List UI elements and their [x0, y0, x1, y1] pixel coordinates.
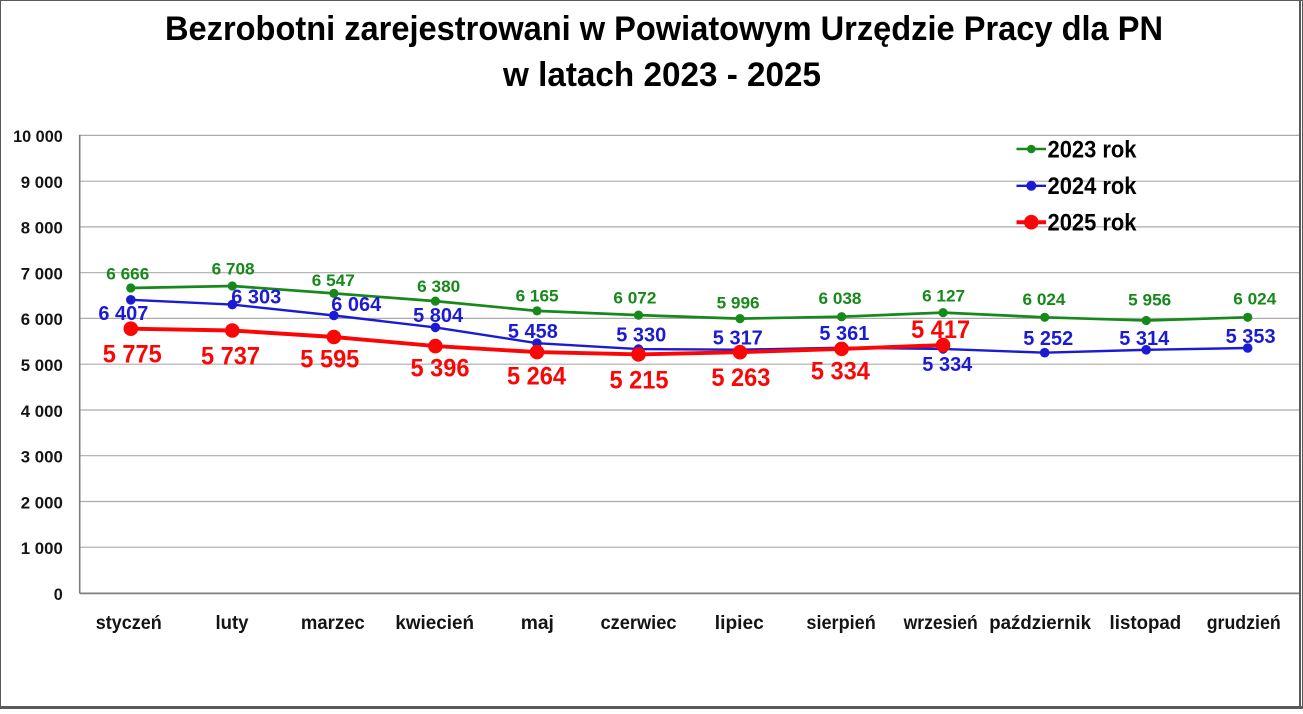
- svg-text:5 775: 5 775: [103, 340, 162, 368]
- svg-text:6 380: 6 380: [417, 278, 460, 296]
- svg-text:6 407: 6 407: [98, 303, 148, 325]
- svg-text:5 956: 5 956: [1128, 292, 1171, 310]
- svg-text:1 000: 1 000: [21, 540, 63, 558]
- svg-text:5 417: 5 417: [911, 316, 970, 344]
- svg-text:5 396: 5 396: [411, 355, 470, 383]
- svg-text:9 000: 9 000: [21, 174, 63, 192]
- svg-text:6 165: 6 165: [516, 287, 559, 305]
- svg-text:5 996: 5 996: [717, 295, 760, 313]
- svg-text:5 353: 5 353: [1226, 326, 1276, 348]
- svg-text:sierpień: sierpień: [806, 612, 875, 634]
- svg-text:5 334: 5 334: [922, 354, 973, 376]
- svg-text:2023 rok: 2023 rok: [1048, 136, 1138, 163]
- svg-text:Bezrobotni zarejestrowani w Po: Bezrobotni zarejestrowani w Powiatowym U…: [165, 10, 1163, 48]
- svg-text:6 024: 6 024: [1023, 291, 1066, 309]
- svg-text:2024 rok: 2024 rok: [1048, 173, 1138, 200]
- svg-text:listopad: listopad: [1110, 612, 1182, 634]
- svg-text:5 595: 5 595: [300, 346, 359, 374]
- svg-text:2 000: 2 000: [21, 494, 63, 512]
- svg-text:6 708: 6 708: [212, 260, 255, 278]
- svg-text:6 303: 6 303: [231, 287, 281, 309]
- svg-text:2025 rok: 2025 rok: [1048, 210, 1138, 237]
- svg-text:5 804: 5 804: [413, 305, 464, 327]
- svg-text:6 547: 6 547: [312, 272, 355, 290]
- svg-text:10 000: 10 000: [13, 128, 63, 146]
- svg-text:6 666: 6 666: [106, 265, 149, 283]
- svg-text:w latach 2023 - 2025: w latach 2023 - 2025: [502, 56, 821, 94]
- svg-text:5 264: 5 264: [507, 362, 566, 390]
- svg-text:luty: luty: [216, 612, 249, 634]
- svg-text:6 064: 6 064: [331, 294, 382, 316]
- svg-text:4 000: 4 000: [21, 403, 63, 421]
- svg-text:7 000: 7 000: [21, 266, 63, 284]
- svg-text:3 000: 3 000: [21, 449, 63, 467]
- svg-text:5 317: 5 317: [713, 328, 763, 350]
- svg-text:5 334: 5 334: [811, 357, 870, 385]
- svg-text:8 000: 8 000: [21, 220, 63, 238]
- svg-text:6 038: 6 038: [819, 290, 862, 308]
- svg-text:6 127: 6 127: [922, 287, 965, 305]
- svg-text:5 314: 5 314: [1119, 328, 1170, 350]
- svg-text:styczeń: styczeń: [96, 612, 162, 634]
- svg-text:5 215: 5 215: [610, 367, 669, 395]
- svg-text:grudzień: grudzień: [1207, 612, 1281, 634]
- svg-text:6 024: 6 024: [1233, 290, 1276, 308]
- svg-text:czerwiec: czerwiec: [601, 612, 677, 634]
- svg-text:maj: maj: [521, 612, 554, 634]
- svg-text:5 361: 5 361: [819, 323, 869, 345]
- svg-text:5 737: 5 737: [201, 343, 260, 371]
- svg-text:6 072: 6 072: [613, 290, 656, 308]
- svg-text:5 263: 5 263: [711, 364, 770, 392]
- svg-text:5 000: 5 000: [21, 357, 63, 375]
- svg-text:wrzesień: wrzesień: [903, 612, 978, 634]
- svg-text:5 330: 5 330: [616, 324, 666, 346]
- svg-text:lipiec: lipiec: [715, 612, 764, 634]
- svg-text:5 252: 5 252: [1023, 328, 1073, 350]
- svg-text:5 458: 5 458: [508, 321, 558, 343]
- svg-text:6 000: 6 000: [21, 311, 63, 329]
- svg-text:marzec: marzec: [301, 612, 365, 634]
- svg-text:0: 0: [54, 586, 63, 604]
- svg-text:kwiecień: kwiecień: [395, 612, 474, 634]
- svg-text:październik: październik: [989, 612, 1091, 634]
